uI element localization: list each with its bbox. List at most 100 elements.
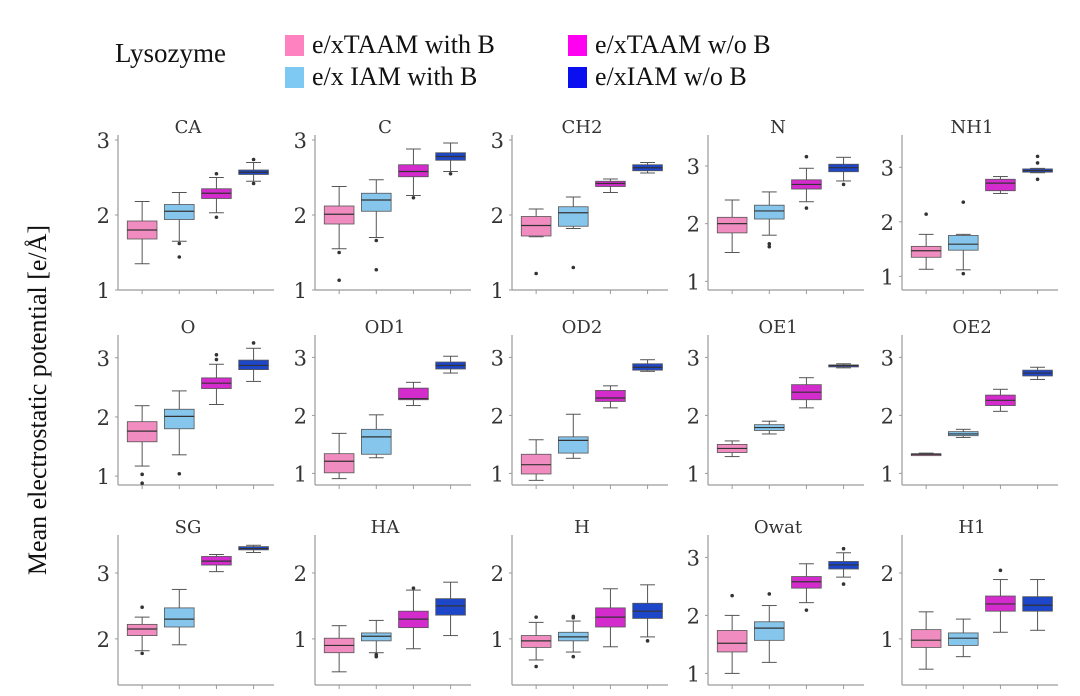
y-tick-label: 2	[294, 404, 307, 428]
box-2	[985, 388, 1016, 489]
legend-label: e/x IAM with B	[312, 62, 478, 91]
box-3	[238, 544, 269, 689]
box-iqr	[520, 635, 552, 648]
box-2	[791, 154, 822, 294]
box-2	[201, 171, 232, 294]
box-2	[398, 586, 429, 689]
box-iqr	[164, 408, 195, 430]
box-3	[828, 156, 859, 294]
legend-item-iam-with-b: e/x IAM with B	[285, 62, 477, 92]
box-iqr	[164, 607, 195, 628]
y-tick-label: 1	[491, 628, 504, 652]
y-tick-label: 1	[294, 462, 307, 486]
box-3	[238, 341, 269, 489]
box-3	[828, 546, 859, 689]
box-1	[361, 619, 392, 689]
outlier-point	[767, 242, 772, 246]
panel-title: NH1	[951, 117, 994, 138]
box-0	[520, 208, 552, 294]
box-1	[948, 618, 979, 689]
box-1	[361, 414, 392, 489]
outlier-point	[571, 654, 576, 659]
outlier-point	[374, 267, 379, 272]
box-1	[558, 614, 589, 689]
y-tick-label: 1	[294, 279, 307, 303]
box-0	[323, 625, 355, 689]
panel-title: CH2	[562, 117, 603, 138]
y-tick-label: 2	[881, 562, 894, 586]
box-iqr	[910, 629, 942, 648]
box-iqr	[910, 245, 942, 258]
box-1	[164, 588, 195, 689]
outlier-point	[571, 614, 576, 619]
y-tick-label: 2	[97, 406, 110, 430]
y-tick-label: 3	[687, 155, 700, 179]
box-iqr	[435, 598, 466, 616]
box-0	[323, 432, 355, 489]
y-tick-label: 1	[97, 279, 110, 303]
box-iqr	[361, 632, 392, 642]
box-1	[164, 192, 195, 294]
outlier-point	[140, 472, 144, 477]
outlier-point	[841, 582, 846, 586]
box-2	[791, 377, 822, 489]
box-2	[201, 352, 232, 489]
outlier-point	[730, 593, 734, 598]
y-tick-label: 3	[881, 346, 894, 370]
outlier-point	[214, 357, 219, 362]
box-3	[1022, 366, 1053, 489]
outlier-point	[214, 171, 219, 176]
y-tick-label: 3	[97, 347, 110, 371]
outlier-point	[804, 608, 809, 612]
panel-title: Owat	[754, 517, 803, 538]
y-tick-label: 2	[97, 204, 110, 228]
outlier-point	[961, 271, 966, 276]
legend-item-taam-with-b: e/xTAAM with B	[285, 30, 495, 60]
y-tick-label: 2	[881, 404, 894, 428]
box-3	[1022, 154, 1053, 294]
y-tick-label: 3	[687, 346, 700, 370]
y-tick-label: 2	[687, 604, 700, 628]
box-1	[948, 428, 979, 489]
box-0	[910, 611, 942, 689]
box-iqr	[164, 204, 195, 220]
outlier-point	[804, 154, 809, 159]
box-iqr	[398, 164, 429, 178]
box-1	[754, 191, 785, 294]
box-1	[361, 179, 392, 294]
box-3	[238, 157, 269, 294]
legend-swatch	[568, 34, 587, 56]
box-2	[595, 588, 626, 689]
y-tick-label: 2	[491, 204, 504, 228]
box-3	[435, 355, 466, 489]
y-tick-label: 1	[491, 462, 504, 486]
y-tick-label: 1	[881, 628, 894, 652]
box-iqr	[754, 621, 785, 641]
outlier-point	[140, 651, 144, 656]
panel-o: O 1 2 3	[97, 317, 274, 489]
box-iqr	[361, 428, 392, 455]
y-tick-label: 2	[97, 628, 110, 652]
y-tick-label: 3	[97, 562, 110, 586]
y-tick-label: 1	[881, 462, 894, 486]
panel-h1: H1 1 2	[881, 517, 1058, 689]
box-2	[398, 148, 429, 294]
box-iqr	[948, 235, 979, 251]
box-0	[716, 199, 748, 294]
box-0	[716, 440, 748, 489]
box-0	[910, 212, 942, 294]
panel-nh1: NH1 1 2 3	[881, 117, 1058, 294]
box-0	[520, 615, 552, 689]
legend-label: e/xTAAM with B	[312, 30, 495, 59]
box-iqr	[985, 178, 1016, 192]
y-tick-label: 2	[491, 404, 504, 428]
box-iqr	[398, 387, 429, 401]
box-1	[754, 420, 785, 489]
outlier-point	[841, 182, 846, 187]
outlier-point	[924, 212, 928, 216]
y-tick-label: 3	[294, 346, 307, 370]
panel-ha: HA 1 2	[294, 517, 471, 689]
outlier-point	[767, 592, 772, 596]
y-tick-label: 3	[97, 129, 110, 153]
outlier-point	[177, 471, 182, 476]
